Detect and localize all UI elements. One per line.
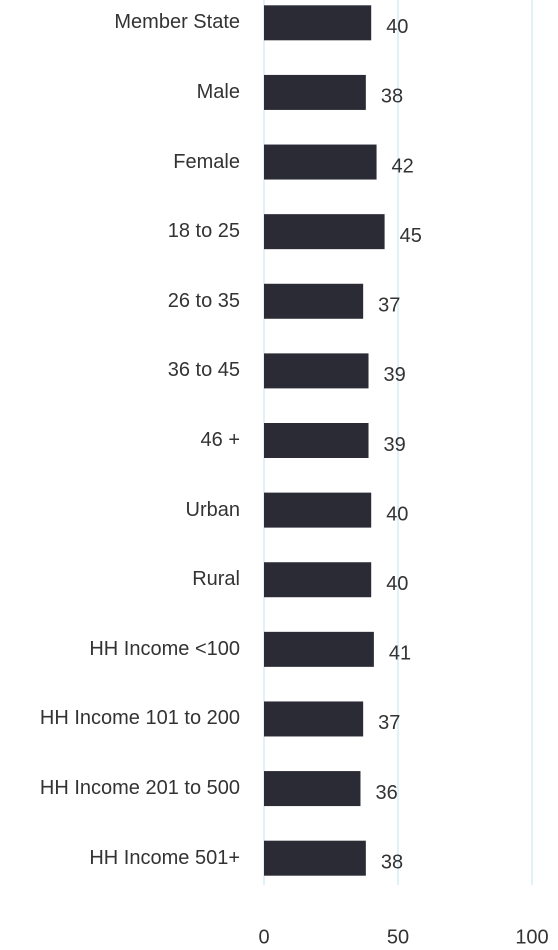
bar	[264, 74, 366, 110]
bar	[264, 631, 374, 667]
bar	[264, 492, 372, 528]
x-tick-label: 100	[515, 926, 548, 948]
bar	[264, 214, 385, 250]
y-tick-label: 26 to 35	[167, 289, 240, 312]
y-tick-label: HH Income <100	[89, 637, 240, 660]
y-tick-label: Male	[196, 80, 240, 103]
category-label-box: HH Income 501+	[0, 823, 240, 893]
value-label: 36	[375, 782, 397, 804]
y-tick-label: 18 to 25	[167, 220, 240, 243]
bar	[264, 353, 369, 389]
bar	[264, 701, 364, 737]
value-label: 38	[381, 86, 403, 108]
y-tick-label: HH Income 201 to 500	[39, 777, 240, 800]
bar	[264, 283, 364, 319]
category-label-box: Rural	[0, 545, 240, 615]
value-label: 40	[386, 503, 408, 525]
value-label: 40	[386, 573, 408, 595]
bar	[264, 840, 366, 876]
value-label: 38	[381, 851, 403, 873]
bar	[264, 562, 372, 598]
y-tick-label: HH Income 101 to 200	[39, 707, 240, 730]
value-label: 41	[389, 643, 411, 665]
bar	[264, 144, 377, 180]
category-label-box: Male	[0, 57, 240, 127]
category-label-box: Female	[0, 127, 240, 197]
x-tick-label: 0	[258, 926, 269, 948]
value-label: 37	[378, 712, 400, 734]
category-label-box: Member State	[0, 0, 240, 58]
bar	[264, 771, 361, 807]
category-label-box: 46 +	[0, 406, 240, 476]
category-label-box: HH Income 201 to 500	[0, 754, 240, 824]
value-label: 40	[386, 16, 408, 38]
y-tick-label: Female	[173, 150, 240, 173]
bar	[264, 5, 372, 41]
y-tick-label: Member State	[114, 11, 240, 34]
y-tick-label: 46 +	[200, 429, 240, 451]
value-label: 37	[378, 295, 400, 317]
y-tick-label: Rural	[192, 568, 240, 591]
x-tick-label: 50	[387, 926, 409, 948]
category-label-box: HH Income 101 to 200	[0, 684, 240, 754]
value-label: 39	[384, 434, 406, 456]
category-label-box: Urban	[0, 475, 240, 545]
category-label-box: 36 to 45	[0, 336, 240, 406]
value-label: 39	[384, 364, 406, 386]
y-tick-label: HH Income 501+	[89, 846, 240, 869]
bar	[264, 423, 369, 458]
category-label-box: 26 to 35	[0, 266, 240, 336]
y-tick-label: 36 to 45	[167, 359, 240, 382]
category-label-box: 18 to 25	[0, 197, 240, 267]
category-label-box: HH Income <100	[0, 614, 240, 684]
y-tick-label: Urban	[185, 498, 240, 521]
value-label: 42	[392, 155, 414, 177]
value-label: 45	[400, 225, 422, 247]
